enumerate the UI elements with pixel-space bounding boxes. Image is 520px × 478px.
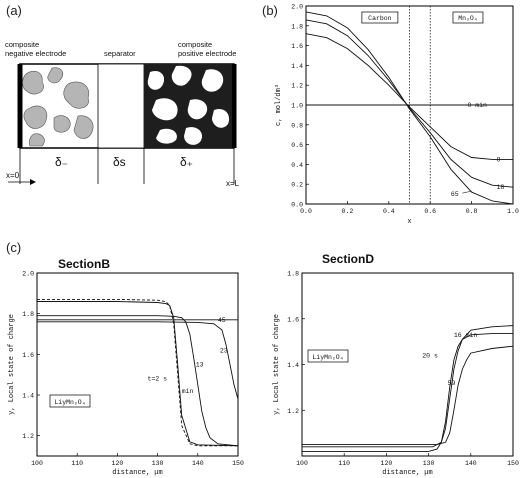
c2-label-59: 59 bbox=[448, 380, 456, 387]
c1-ylabel: y, Local state of charge bbox=[8, 314, 16, 415]
b-xtick-label-4: 0.8 bbox=[466, 208, 478, 215]
b-xtick-label-5: 1.0 bbox=[507, 208, 519, 215]
c1-xtick-label-3: 130 bbox=[152, 460, 164, 467]
c1-label-t2s: t=2 s bbox=[148, 376, 168, 383]
b-xtick-label-3: 0.6 bbox=[424, 208, 436, 215]
b-carbon-box bbox=[361, 11, 399, 24]
c1-label-45: 45 bbox=[218, 317, 226, 324]
c2-xtick-label-5: 150 bbox=[507, 460, 519, 467]
c2-ytick-label-0: 1.2 bbox=[287, 408, 299, 415]
c2-xtick-label-4: 140 bbox=[465, 460, 477, 467]
c2-inset-box bbox=[307, 349, 349, 363]
positive-pores bbox=[147, 65, 230, 145]
neg-electrode-label-1: composite bbox=[5, 40, 39, 49]
c1-xtick-label-2: 120 bbox=[112, 460, 124, 467]
b-ytick-label-3: 0.6 bbox=[291, 142, 303, 149]
c1-plot-frame bbox=[36, 272, 239, 457]
delta-s-label: δs bbox=[113, 155, 126, 169]
b-ytick-label-6: 1.2 bbox=[291, 83, 303, 90]
c1-inset-box bbox=[49, 394, 91, 408]
c2-series-2 bbox=[302, 345, 514, 446]
panel-a: (a) composite negative electrode separat… bbox=[5, 3, 240, 188]
c2-label-16min: 16 min bbox=[454, 332, 478, 339]
c1-series-0 bbox=[37, 298, 238, 447]
c1-series-2 bbox=[37, 301, 239, 447]
c2-inset-label: LiyMn₂O₄ bbox=[312, 354, 343, 361]
b-xlabel: x bbox=[407, 218, 411, 226]
x0-label: x=0 bbox=[6, 171, 20, 180]
c1-inset-label: LiyMn₂O₄ bbox=[54, 399, 85, 406]
chart-b: 0.0 0.2 0.4 0.6 0.8 1.0 0.0 0.2 0.4 0.6 0.8 1.0 1.2 1… bbox=[275, 4, 519, 227]
c1-ytick-label-0: 1.2 bbox=[22, 433, 34, 440]
separator-region bbox=[97, 63, 145, 149]
delta-minus-label: δ₋ bbox=[55, 155, 68, 169]
c1-xtick-label-0: 100 bbox=[31, 460, 43, 467]
panel-b-label: (b) bbox=[262, 3, 278, 18]
b-ytick-label-7: 1.4 bbox=[291, 63, 303, 70]
panel-c-label: (c) bbox=[6, 240, 21, 255]
c1-ytick-label-2: 1.6 bbox=[22, 352, 34, 359]
c1-xtick-label-5: 150 bbox=[232, 460, 244, 467]
chart-section-d: SectionD 100 110 120 130 140 150 1.2 1.4 1.6 1.8 di… bbox=[273, 252, 519, 477]
b-label-0min: 0 min bbox=[467, 102, 487, 109]
b-ytick-label-8: 1.6 bbox=[291, 43, 303, 50]
c1-ytick-label-4: 2.0 bbox=[22, 271, 34, 278]
b-label-18: 18 bbox=[496, 184, 504, 191]
b-ytick-label-9: 1.8 bbox=[291, 23, 303, 30]
c1-xtick-label-4: 140 bbox=[192, 460, 204, 467]
b-ytick-label-2: 0.4 bbox=[291, 162, 303, 169]
c1-series-4 bbox=[37, 321, 239, 400]
b-ytick-label-4: 0.8 bbox=[291, 122, 303, 129]
b-xtick-label-2: 0.4 bbox=[383, 208, 395, 215]
panel-a-label: (a) bbox=[6, 3, 22, 18]
c2-plot-frame bbox=[301, 272, 514, 457]
pos-electrode-label-1: composite bbox=[178, 40, 212, 49]
b-ytick-label-5: 1.0 bbox=[291, 103, 303, 110]
c2-ytick-label-2: 1.6 bbox=[287, 316, 299, 323]
b-label-65-arrow bbox=[462, 190, 472, 194]
c1-series-3 bbox=[37, 315, 239, 447]
c1-ytick-label-1: 1.4 bbox=[22, 393, 34, 400]
c2-xlabel: distance, μm bbox=[382, 469, 432, 477]
c2-label-20s: 20 s bbox=[422, 352, 438, 359]
b-xtick-label-0: 0.0 bbox=[300, 208, 312, 215]
pos-electrode-label-2: positive electrode bbox=[178, 49, 236, 58]
c2-ytick-label-1: 1.4 bbox=[287, 362, 299, 369]
xL-label: x=L bbox=[226, 179, 240, 188]
delta-plus-label: δ₊ bbox=[180, 155, 193, 169]
c2-ytick-label-3: 1.8 bbox=[287, 271, 299, 278]
c2-ylabel: y, Local state of charge bbox=[273, 314, 281, 415]
c1-title: SectionB bbox=[58, 257, 110, 271]
c1-label-13: 13 bbox=[196, 362, 204, 369]
negative-particles bbox=[22, 67, 94, 147]
b-carbon-label: Carbon bbox=[368, 15, 392, 22]
neg-electrode-label-2: negative electrode bbox=[5, 49, 66, 58]
c2-series-1 bbox=[302, 325, 514, 448]
c2-xtick-label-0: 100 bbox=[296, 460, 308, 467]
c2-xtick-label-2: 120 bbox=[381, 460, 393, 467]
b-series-1 bbox=[305, 33, 513, 160]
b-ylabel: c, mol/dm³ bbox=[275, 84, 283, 126]
c1-label-23: 23 bbox=[220, 347, 228, 354]
c1-ytick-label-3: 1.8 bbox=[22, 311, 34, 318]
b-label-65: 65 bbox=[451, 191, 459, 198]
b-ytick-label-0: 0.0 bbox=[291, 202, 303, 209]
b-mn2o4-label: Mn₂O₄ bbox=[458, 15, 478, 22]
c1-label-min: min bbox=[182, 388, 194, 395]
b-ytick-label-10: 2.0 bbox=[291, 4, 303, 11]
c1-xtick-label-1: 110 bbox=[71, 460, 83, 467]
c2-xtick-label-1: 110 bbox=[338, 460, 350, 467]
c1-xlabel: distance, μm bbox=[112, 469, 162, 477]
b-mn2o4-box bbox=[452, 11, 484, 24]
c2-series-0 bbox=[302, 333, 513, 452]
c2-xtick-label-3: 130 bbox=[423, 460, 435, 467]
b-label-8: 8 bbox=[496, 156, 500, 163]
b-ytick-label-1: 0.2 bbox=[291, 182, 303, 189]
b-xtick-label-1: 0.2 bbox=[342, 208, 354, 215]
separator-label: separator bbox=[104, 49, 136, 58]
c2-title: SectionD bbox=[322, 252, 374, 266]
x-axis-arrowhead bbox=[30, 179, 36, 185]
chart-section-b: SectionB 100 110 120 130 140 150 1.2 1.4 1.6 1.8 2.… bbox=[8, 257, 244, 477]
